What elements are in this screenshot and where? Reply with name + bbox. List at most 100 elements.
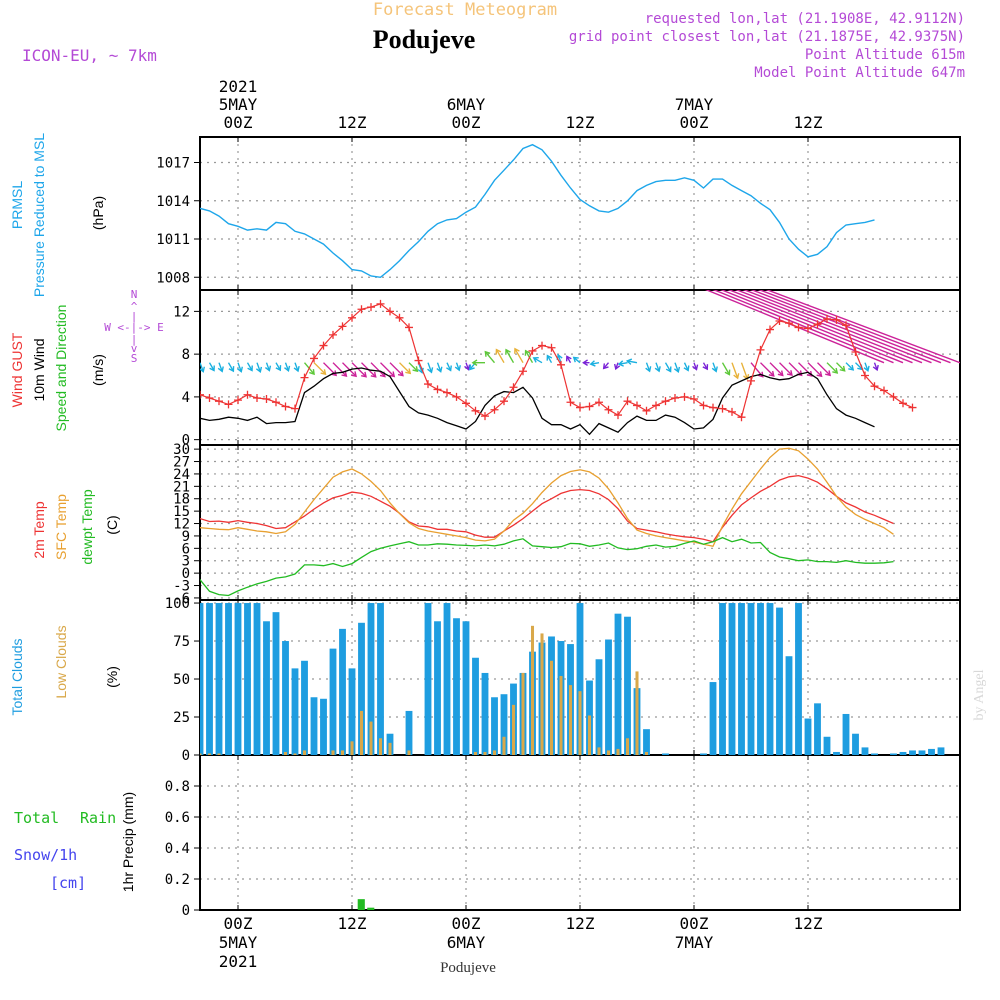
total-cloud-bar xyxy=(329,648,337,755)
gust-marker xyxy=(329,330,337,339)
gust-marker xyxy=(262,395,271,404)
gust-marker xyxy=(367,303,375,312)
total-cloud-bar xyxy=(804,718,812,755)
wind-arrow-head xyxy=(264,365,272,372)
wind-arrow xyxy=(265,362,271,371)
low-cloud-bar xyxy=(644,751,649,755)
gust-marker xyxy=(832,315,841,324)
gust-marker xyxy=(557,360,565,369)
y-tick-label: 100 xyxy=(165,596,190,612)
y-tick-label: 75 xyxy=(173,634,190,650)
wind-arrow xyxy=(284,362,290,372)
wind-arrow-head xyxy=(464,364,471,371)
total-cloud-bar xyxy=(662,753,669,755)
gust-marker xyxy=(737,413,746,422)
gust-marker xyxy=(899,399,907,408)
wind-arrow-head xyxy=(236,366,244,373)
total-cloud-bar xyxy=(861,747,869,755)
wind-arrow-head xyxy=(309,369,315,376)
wind-arrow xyxy=(627,360,638,364)
total-cloud-bar xyxy=(253,603,261,755)
gust-marker xyxy=(253,393,261,402)
wind-arrow xyxy=(740,362,749,380)
wind-arrow xyxy=(332,362,347,377)
wind-arrow-head xyxy=(572,356,579,363)
wind-arrow-head xyxy=(370,371,377,378)
wind-unit: (m/s) xyxy=(90,354,106,386)
top-axis-label: 6MAY xyxy=(447,95,486,114)
wind-arrow-head xyxy=(872,364,879,372)
gust-marker xyxy=(870,382,879,391)
total-cloud-bar xyxy=(339,628,346,755)
total-cloud-bar xyxy=(491,697,498,755)
total-cloud-bar xyxy=(785,656,793,755)
y-tick-label: 6 xyxy=(182,541,190,557)
wind-arrow-head xyxy=(436,366,443,373)
gust-marker xyxy=(376,299,385,308)
wind-arrow-head xyxy=(361,371,367,378)
wind-arrow-head xyxy=(654,366,661,373)
gust-marker xyxy=(614,411,622,420)
total-cloud-bar xyxy=(263,621,270,755)
wind-arrow-head xyxy=(589,360,596,367)
low-cloud-bar xyxy=(635,671,639,755)
top-axis-label: 00Z xyxy=(452,113,481,132)
gust-marker xyxy=(690,395,698,404)
total-cloud-bar xyxy=(272,612,280,755)
panel-precip: 0 0.2 0.4 0.6 0.8 xyxy=(165,754,961,919)
wind-arrow xyxy=(836,362,846,372)
total-cloud-bar xyxy=(643,729,650,755)
wind-label: 10m Wind xyxy=(31,338,47,401)
y-tick-label: 18 xyxy=(173,492,190,508)
wind-dir-label: Speed and Direction xyxy=(53,305,69,432)
bottom-axis-label: 5MAY xyxy=(219,933,258,952)
gust-marker xyxy=(348,313,356,322)
wind-arrow-head xyxy=(733,373,740,380)
wind-speed-line xyxy=(200,367,875,436)
low-clouds-label: Low Clouds xyxy=(53,625,69,698)
wind-arrow xyxy=(704,290,885,364)
bottom-axis-label: 12Z xyxy=(566,914,595,933)
gust-marker xyxy=(728,407,736,416)
total-cloud-bar xyxy=(500,694,508,755)
low-cloud-bar xyxy=(359,710,364,755)
wind-arrow xyxy=(533,357,543,364)
low-cloud-bar xyxy=(378,738,383,755)
gust-marker xyxy=(794,323,803,332)
low-cloud-bar xyxy=(350,741,354,755)
gust-marker xyxy=(357,305,366,314)
pressure-label-1: PRMSL xyxy=(9,181,25,229)
wind-arrow-head xyxy=(255,366,263,374)
gust-marker xyxy=(481,412,489,421)
gust-marker xyxy=(424,380,432,389)
total-cloud-bar xyxy=(909,750,916,755)
wind-arrow xyxy=(750,290,942,364)
gust-marker xyxy=(433,385,442,394)
wind-arrow xyxy=(655,362,660,372)
svg-text:|: | xyxy=(131,310,138,323)
wind-arrow-head xyxy=(777,370,784,377)
gust-marker xyxy=(861,371,869,380)
gust-marker xyxy=(652,401,660,410)
gust-marker xyxy=(766,325,774,334)
gust-marker xyxy=(804,324,812,333)
gust-marker xyxy=(661,397,670,406)
total-cloud-bar xyxy=(899,751,907,755)
svg-text:v: v xyxy=(131,342,138,355)
y-tick-label: 50 xyxy=(173,672,190,688)
wind-arrow-head xyxy=(613,363,621,371)
gust-marker xyxy=(234,396,242,405)
low-cloud-bar xyxy=(530,625,535,755)
gust-marker xyxy=(462,399,470,408)
total-cloud-bar xyxy=(937,747,945,755)
gust-marker xyxy=(566,398,575,407)
pressure-label-2: Pressure Reduced to MSL xyxy=(31,133,47,297)
wind-arrow-head xyxy=(397,370,404,377)
total-cloud-bar xyxy=(481,672,489,755)
gust-marker xyxy=(842,321,850,330)
total-cloud-bar xyxy=(719,603,726,755)
wind-arrow-head xyxy=(247,365,253,372)
bottom-axis-label: 12Z xyxy=(338,914,367,933)
y-tick-label: 12 xyxy=(173,304,190,320)
low-cloud-bar xyxy=(578,691,582,755)
